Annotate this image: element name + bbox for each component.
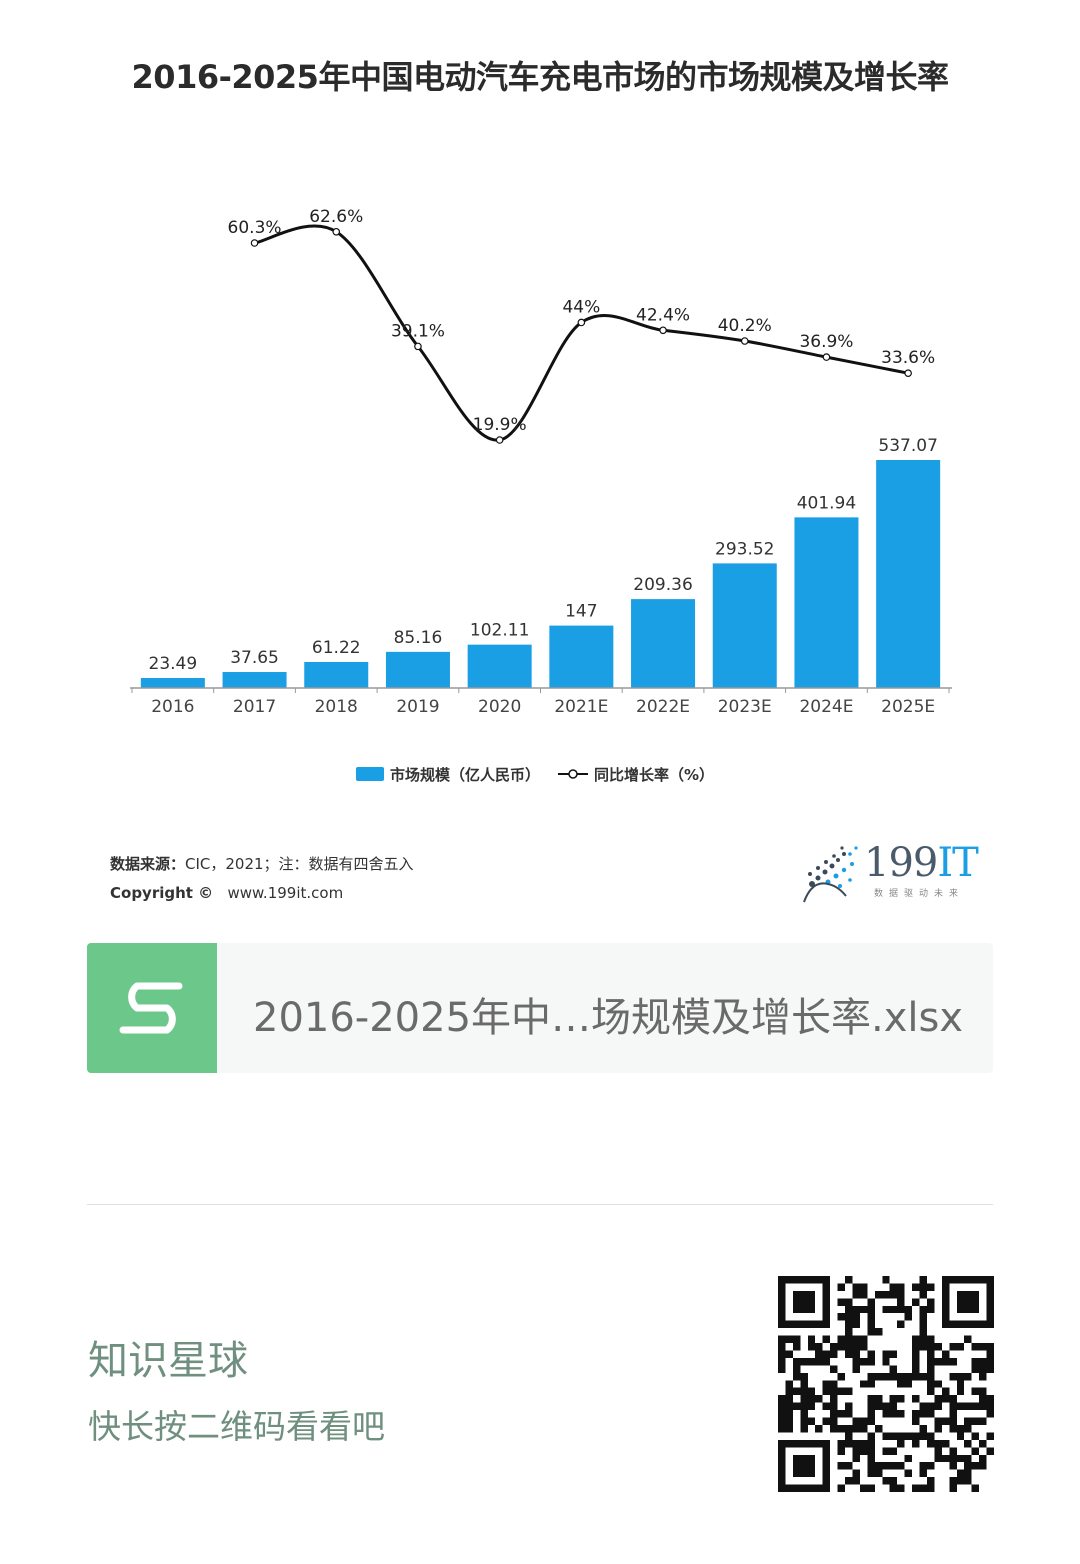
brand-logo: 199IT 数据驱动未来 <box>798 838 988 906</box>
bar-value-label: 209.36 <box>633 575 692 595</box>
x-tick-label: 2023E <box>718 697 772 717</box>
source-text: CIC，2021；注：数据有四舍五入 <box>185 855 414 873</box>
growth-value-label: 62.6% <box>309 207 363 227</box>
bar-value-label: 147 <box>565 602 597 622</box>
x-tick-label: 2018 <box>315 697 358 717</box>
growth-point-2021E <box>577 318 586 327</box>
copyright-label: Copyright © <box>110 884 214 902</box>
x-axis: 2016 2017 2018 2019 2020 2021E 2022E 2023E 2024E… <box>130 687 952 717</box>
legend-bar-label: 市场规模（亿人民币） <box>390 765 541 784</box>
bar-value-label: 537.07 <box>878 436 937 456</box>
legend-bar-swatch <box>356 767 384 781</box>
bar-value-label: 37.65 <box>230 648 279 668</box>
x-tick-label: 2025E <box>881 697 935 717</box>
bar-2025E <box>876 460 941 688</box>
bar-2019 <box>385 651 450 688</box>
chart-title: 2016-2025年中国电动汽车充电市场的市场规模及增长率 <box>131 58 949 96</box>
logo-tagline: 数据驱动未来 <box>874 889 965 899</box>
x-tick-label: 2016 <box>151 697 194 717</box>
x-tick-label: 2024E <box>799 697 853 717</box>
bar-value-label: 293.52 <box>715 539 774 559</box>
growth-value-label: 33.6% <box>881 348 935 368</box>
logo-main-text: 199 <box>864 840 938 886</box>
growth-point-2023E <box>740 337 749 345</box>
bar-2020 <box>467 644 532 688</box>
qr-code-icon[interactable] <box>778 1276 994 1492</box>
x-tick-label: 2019 <box>396 697 439 717</box>
bar-2017 <box>222 672 287 688</box>
source-label: 数据来源： <box>110 855 186 873</box>
growth-value-label: 60.3% <box>228 218 282 238</box>
legend-line-marker-icon <box>558 769 589 779</box>
spreadsheet-s-icon <box>87 943 217 1073</box>
bar-2022E <box>631 599 696 688</box>
bar-2023E <box>712 563 777 688</box>
bar-value-label: 102.11 <box>470 621 529 641</box>
x-tick-label: 2020 <box>478 697 521 717</box>
growth-point-2019 <box>414 342 422 351</box>
bar-value-label: 23.49 <box>149 654 198 674</box>
growth-value-label: 40.2% <box>718 316 772 336</box>
growth-rate-line <box>254 224 909 442</box>
bar-2024E <box>794 517 859 688</box>
chart-area: 23.49 37.65 61.22 85.16 102.11 147 209.36 293.5… <box>130 207 952 717</box>
growth-point-2017 <box>250 239 259 247</box>
growth-line-layer: 60.3% 62.6% 39.1% 19.9% 44% 42.4% 40.2% 36.9% 33… <box>228 207 935 444</box>
section-divider <box>87 1204 993 1205</box>
x-tick-label: 2022E <box>636 697 690 717</box>
growth-value-label: 36.9% <box>799 332 853 352</box>
growth-point-2025E <box>904 369 912 377</box>
file-name: 2016-2025年中…场规模及增长率.xlsx <box>253 995 964 1041</box>
logo-accent-text: IT <box>937 840 978 886</box>
legend-line-label: 同比增长率（%） <box>594 765 715 784</box>
growth-point-2018 <box>332 227 341 236</box>
growth-value-label: 19.9% <box>473 415 527 435</box>
legend: 市场规模（亿人民币） 同比增长率（%） <box>356 762 714 786</box>
promo-title: 知识星球 <box>88 1338 248 1384</box>
x-tick-label: 2021E <box>554 697 608 717</box>
growth-point-2022E <box>659 326 667 335</box>
growth-value-label: 44% <box>562 297 600 317</box>
bar-value-label: 401.94 <box>797 493 856 513</box>
file-attachment-card[interactable]: 2016-2025年中…场规模及增长率.xlsx <box>87 943 993 1073</box>
growth-value-label: 42.4% <box>636 305 690 325</box>
growth-point-2024E <box>822 353 831 361</box>
source-note: 数据来源：CIC，2021；注：数据有四舍五入 Copyright © www.… <box>110 850 414 908</box>
bar-2021E <box>549 625 614 688</box>
growth-point-2020 <box>495 436 504 444</box>
bar-2016 <box>140 678 205 688</box>
bar-value-label: 61.22 <box>312 638 361 658</box>
bar-2018 <box>304 662 369 688</box>
copyright-site: www.199it.com <box>227 884 344 902</box>
x-tick-label: 2017 <box>233 697 276 717</box>
bar-value-label: 85.16 <box>394 628 443 648</box>
growth-value-label: 39.1% <box>391 321 445 341</box>
promo-subtitle: 快长按二维码看看吧 <box>88 1407 385 1446</box>
bars-layer: 23.49 37.65 61.22 85.16 102.11 147 209.36 293.5… <box>140 436 941 688</box>
dandelion-logo-icon <box>803 846 858 903</box>
